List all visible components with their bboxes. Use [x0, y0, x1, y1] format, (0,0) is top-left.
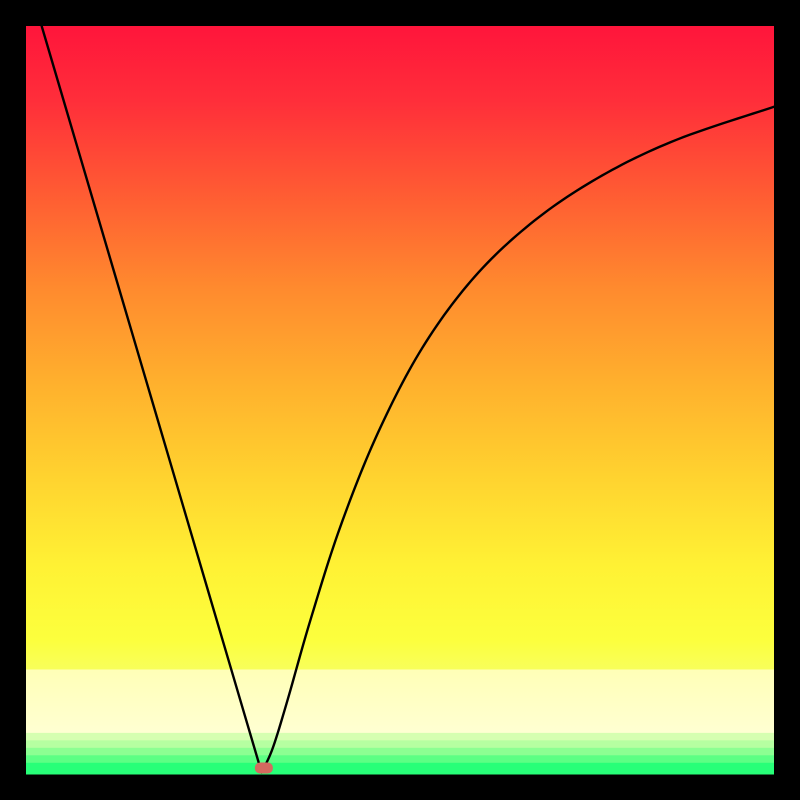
bottom-band-3 [26, 755, 774, 763]
gradient-background [26, 26, 774, 774]
bottom-band-1 [26, 740, 774, 748]
plot-border [0, 0, 800, 800]
bottom-band-0 [26, 733, 774, 741]
plot-svg [0, 0, 800, 800]
bottom-band-2 [26, 748, 774, 756]
bottom-band-4 [26, 763, 774, 775]
minimum-marker [255, 763, 273, 774]
figure-frame: TheBottleneck.com [0, 0, 800, 800]
